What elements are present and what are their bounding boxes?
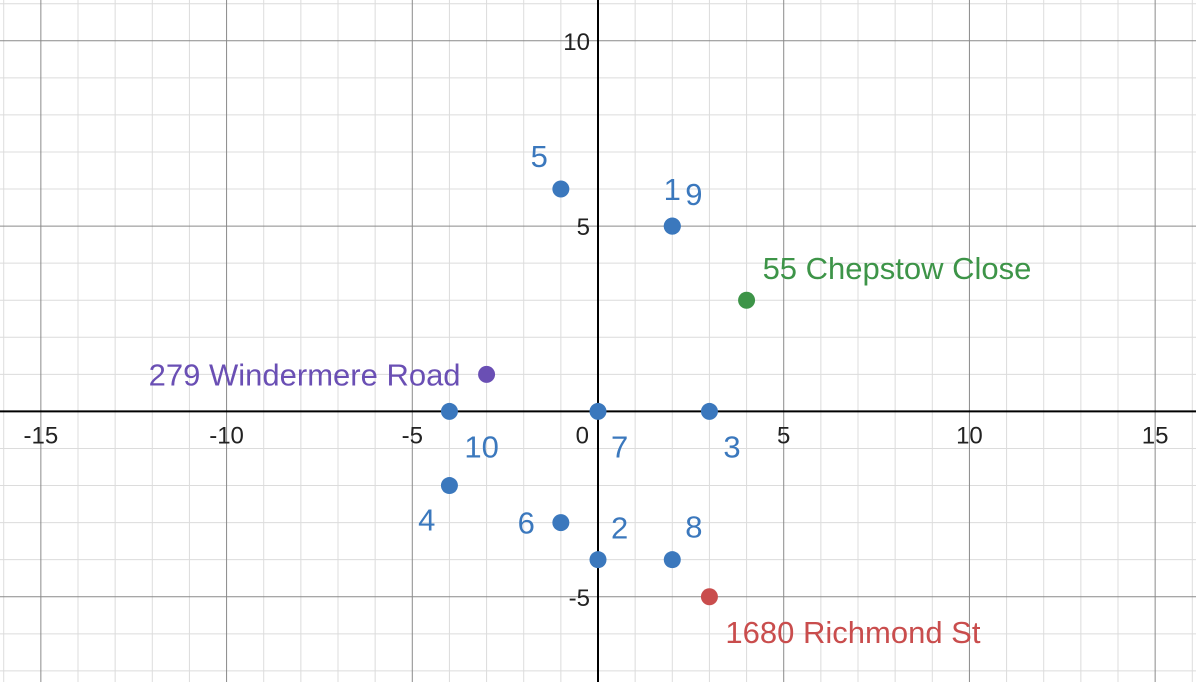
- point-label: 1: [664, 172, 681, 207]
- data-point[interactable]: [589, 402, 607, 420]
- point-label: 279 Windermere Road: [149, 357, 461, 392]
- x-tick-label: 15: [1142, 422, 1169, 449]
- y-tick-label: 5: [577, 214, 590, 241]
- x-tick-label: -15: [24, 422, 59, 449]
- x-tick-label: -5: [402, 422, 423, 449]
- point-label: 55 Chepstow Close: [763, 251, 1032, 286]
- y-tick-label: -5: [569, 585, 590, 612]
- point-label: 8: [685, 510, 702, 545]
- point-label: 9: [685, 177, 702, 212]
- point-label: 3: [723, 429, 740, 464]
- y-tick-label: 10: [563, 29, 590, 56]
- x-tick-label: 5: [777, 422, 790, 449]
- point-labels: 1 2 3 4 5 6 7 8 9 10 55 Chepstow Close 279 Winderme…: [149, 139, 1032, 650]
- data-point[interactable]: [552, 514, 570, 532]
- point-label: 2: [611, 511, 628, 546]
- data-point[interactable]: [589, 551, 607, 569]
- data-point[interactable]: [440, 402, 458, 420]
- point-label: 1680 Richmond St: [725, 615, 980, 650]
- x-tick-label: 10: [956, 422, 983, 449]
- data-point[interactable]: [478, 365, 496, 383]
- data-point[interactable]: [663, 551, 681, 569]
- point-label: 4: [418, 503, 435, 538]
- point-label: 6: [518, 506, 535, 541]
- x-tick-label: -10: [209, 422, 244, 449]
- data-point[interactable]: [700, 588, 718, 606]
- point-label: 5: [531, 139, 548, 174]
- point-label: 7: [611, 429, 628, 464]
- data-point[interactable]: [700, 402, 718, 420]
- data-point[interactable]: [440, 477, 458, 495]
- points[interactable]: [440, 180, 756, 606]
- data-point[interactable]: [738, 291, 756, 309]
- data-point[interactable]: [552, 180, 570, 198]
- data-point[interactable]: [663, 217, 681, 235]
- origin-label: 0: [576, 422, 589, 449]
- point-label: 10: [464, 429, 498, 464]
